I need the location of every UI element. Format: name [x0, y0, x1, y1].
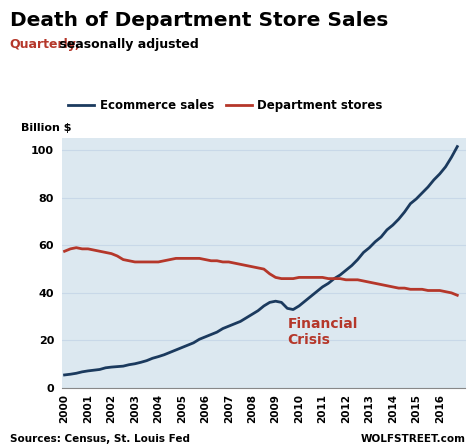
- Text: Death of Department Store Sales: Death of Department Store Sales: [10, 11, 388, 30]
- Text: Billion $: Billion $: [21, 123, 72, 133]
- Text: Sources: Census, St. Louis Fed: Sources: Census, St. Louis Fed: [10, 434, 190, 444]
- Text: Financial
Crisis: Financial Crisis: [287, 317, 358, 347]
- Text: seasonally adjusted: seasonally adjusted: [55, 38, 199, 51]
- Text: WOLFSTREET.com: WOLFSTREET.com: [361, 434, 466, 444]
- Legend: Ecommerce sales, Department stores: Ecommerce sales, Department stores: [67, 99, 383, 112]
- Text: Quarterly,: Quarterly,: [10, 38, 80, 51]
